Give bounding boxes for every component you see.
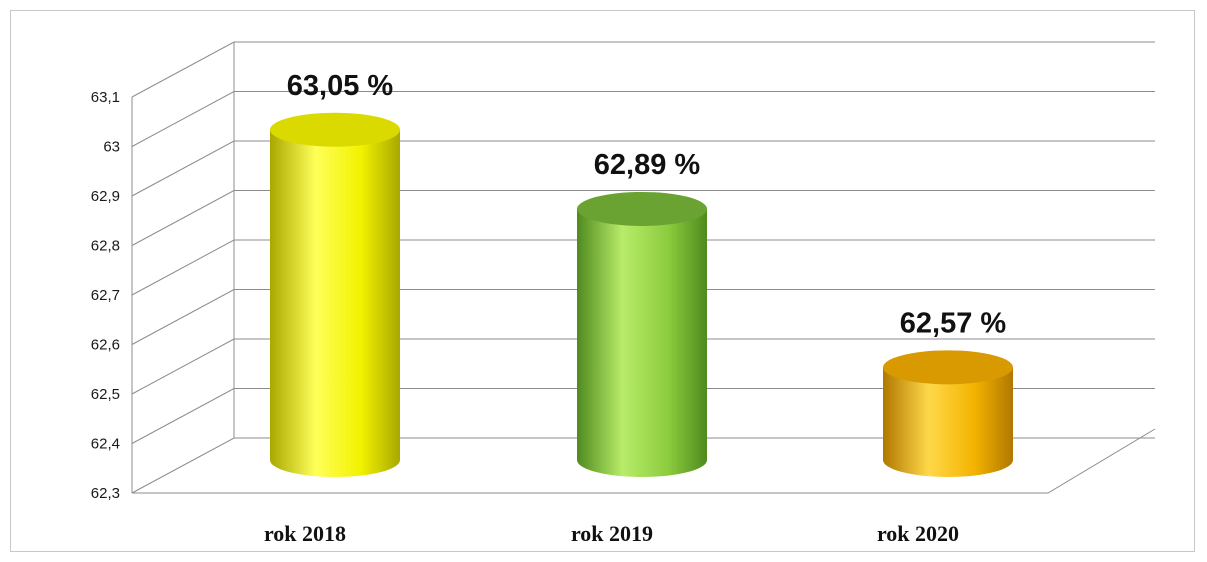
gridline [131, 289, 1155, 345]
gridlines [131, 41, 1155, 494]
gridline [131, 190, 1155, 246]
bar-body [577, 208, 707, 477]
bar-top [270, 112, 400, 147]
x-category-label: rok 2019 [571, 521, 653, 546]
gridline [131, 388, 1155, 444]
x-axis-categories: rok 2018 rok 2019 rok 2020 [264, 521, 959, 546]
y-tick-label: 62,9 [91, 188, 120, 205]
bar-rok-2020 [883, 350, 1013, 477]
y-tick-label: 62,6 [91, 337, 120, 354]
bar-body [270, 129, 400, 477]
data-labels: 63,05 % 62,89 % 62,57 % [287, 70, 1007, 340]
y-tick-label: 62,4 [91, 436, 120, 453]
x-category-label: rok 2018 [264, 521, 346, 546]
bars [270, 112, 1013, 477]
bar-body [883, 367, 1013, 477]
y-tick-label: 63,1 [91, 89, 120, 106]
y-axis-ticks: 62,3 62,4 62,5 62,6 62,7 62,8 62,9 63 63,1 [91, 89, 120, 502]
data-label: 62,57 % [900, 307, 1007, 339]
y-tick-label: 62,8 [91, 238, 120, 255]
bar-rok-2018 [270, 112, 400, 477]
data-label: 62,89 % [594, 149, 701, 181]
gridline [131, 338, 1155, 395]
data-label: 63,05 % [287, 70, 394, 102]
bar-top [577, 191, 707, 226]
floor-edge [132, 428, 1156, 494]
bar-top [883, 350, 1013, 385]
gridline [131, 239, 1155, 296]
gridline [131, 41, 1155, 98]
bar-rok-2019 [577, 191, 707, 477]
gridline [131, 140, 1155, 197]
y-tick-label: 63 [103, 139, 120, 156]
y-tick-label: 62,7 [91, 287, 120, 304]
gridline [131, 91, 1155, 147]
y-tick-label: 62,3 [91, 485, 120, 502]
x-category-label: rok 2020 [877, 521, 959, 546]
gridline [131, 437, 1155, 494]
y-tick-label: 62,5 [91, 386, 120, 403]
